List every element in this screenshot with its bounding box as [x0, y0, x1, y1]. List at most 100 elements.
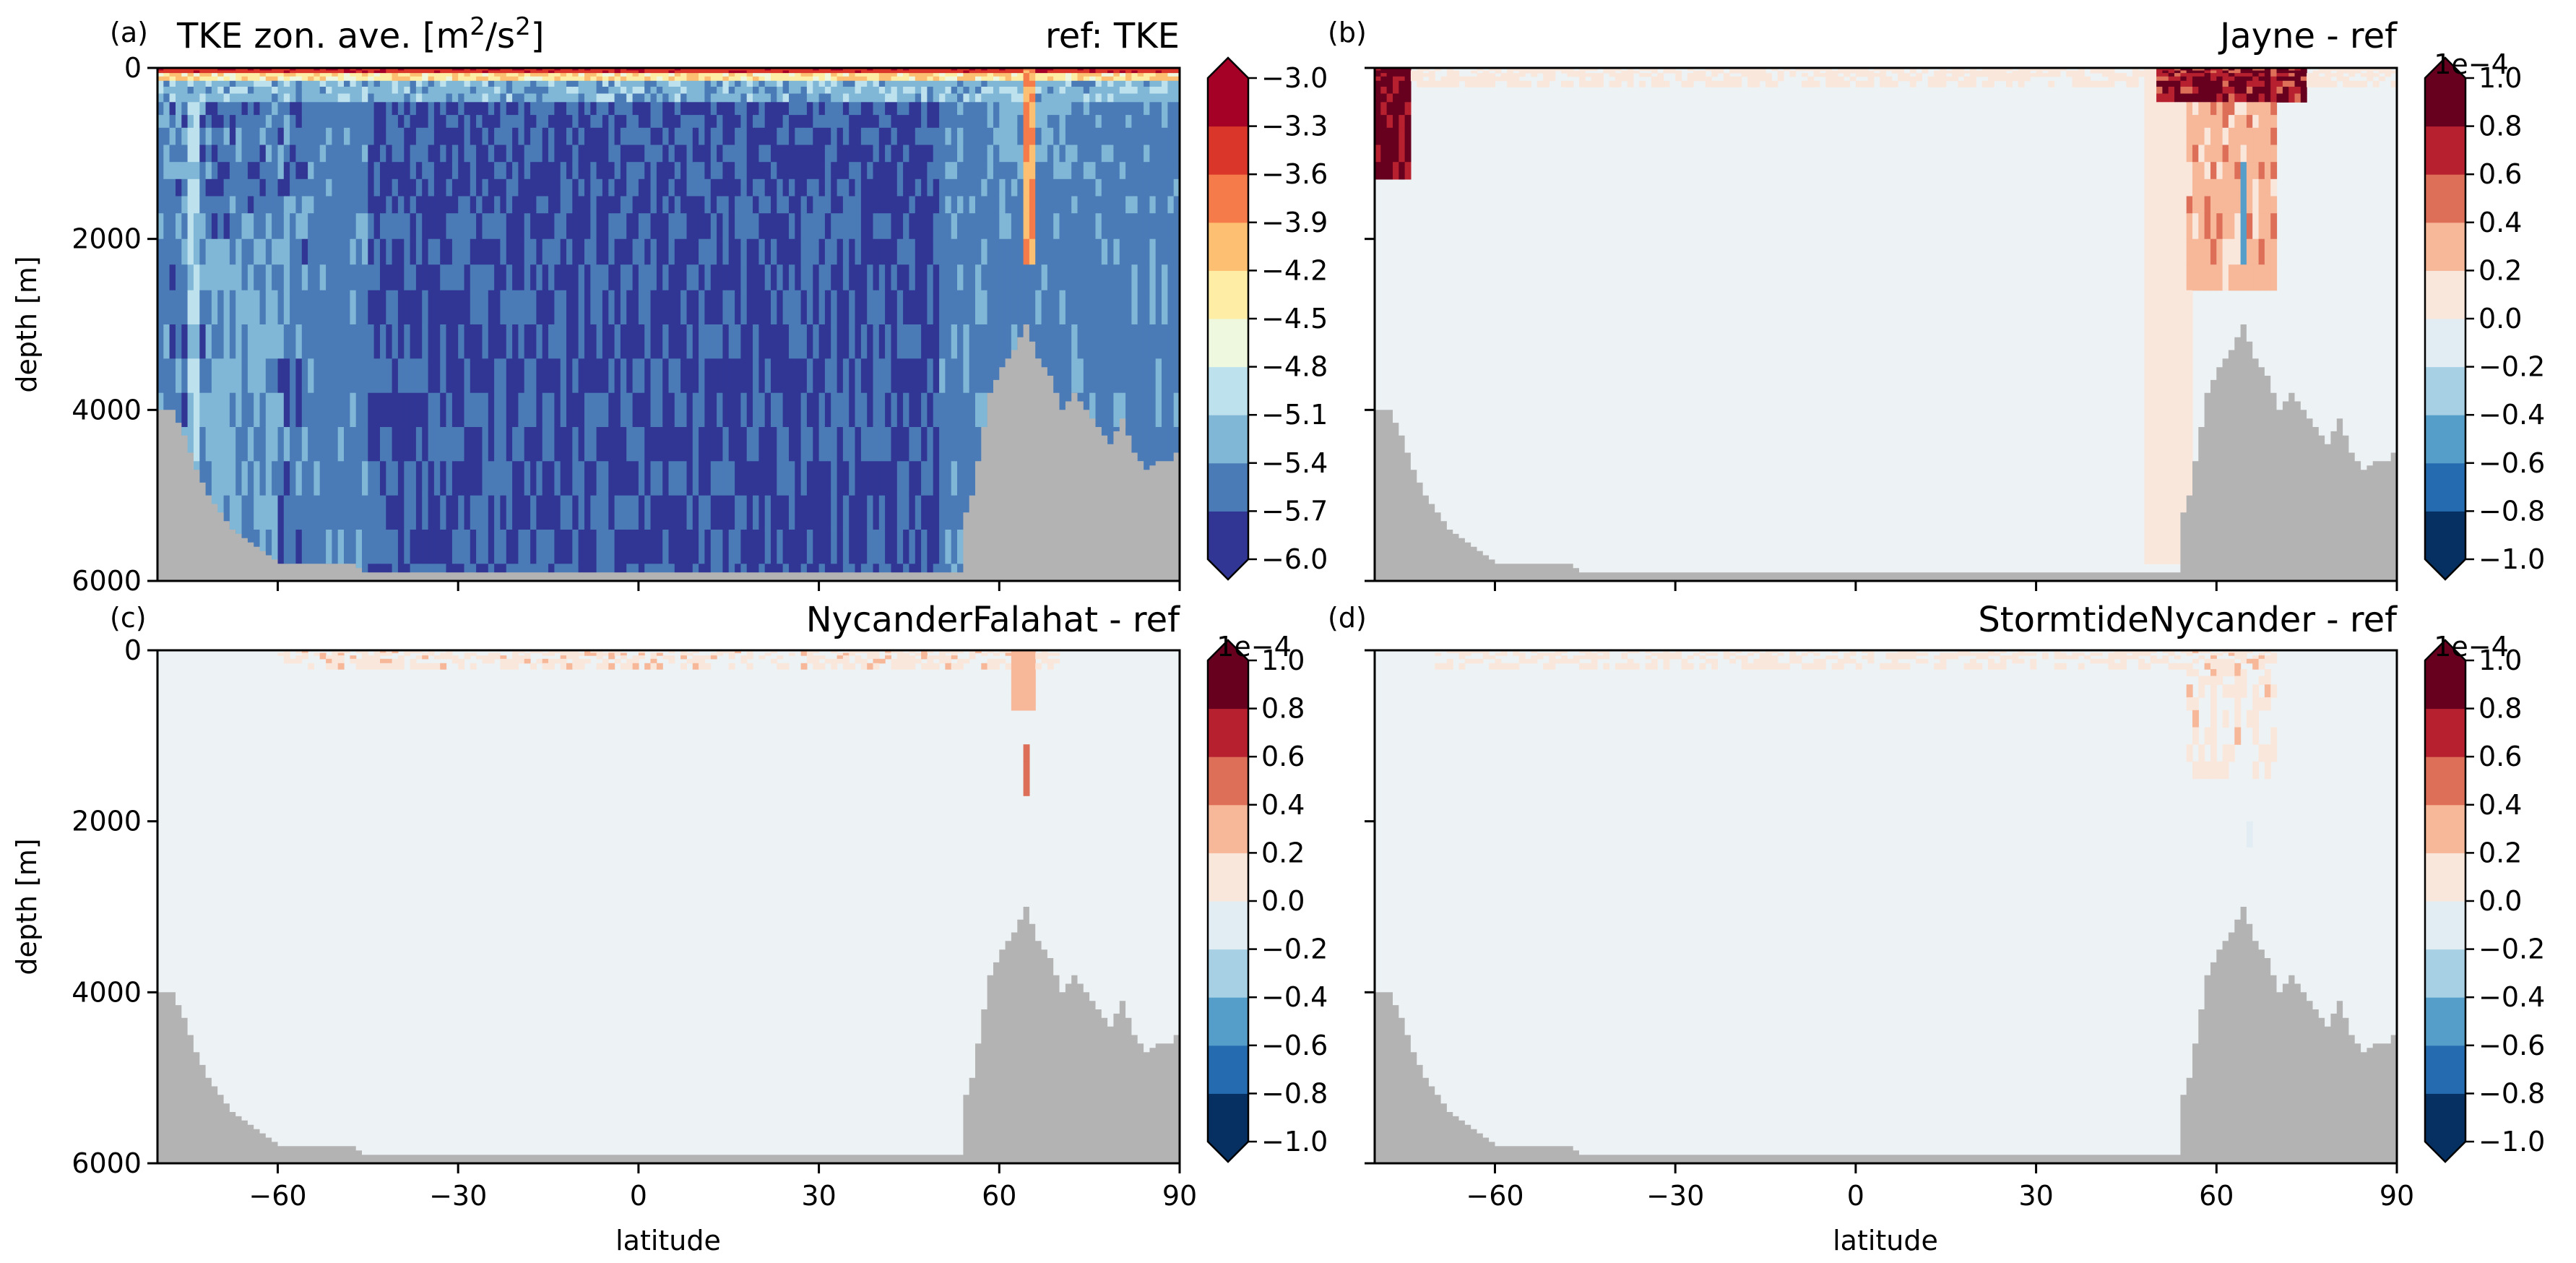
- panel-a-cell: [380, 238, 386, 265]
- panel-a-cell: [1059, 290, 1066, 325]
- panel-a-cell: [488, 358, 495, 394]
- panel-a-cell: [927, 392, 934, 428]
- panel-a-cell: [301, 290, 308, 325]
- panel-b-cell: [1393, 68, 1399, 72]
- panel-a-cell: [674, 68, 681, 72]
- panel-a-cell: [1065, 68, 1072, 72]
- panel-a-cell: [283, 162, 290, 180]
- panel-b-cell: [2150, 162, 2157, 180]
- panel-a-cell: [662, 461, 670, 496]
- panel-a-cell: [993, 93, 1000, 103]
- panel-a-cell: [254, 495, 261, 530]
- panel-a-cell: [223, 127, 230, 146]
- panel-a-cell: [860, 80, 868, 87]
- panel-a-cell: [344, 324, 350, 359]
- panel-a-cell: [482, 70, 489, 74]
- panel-a-cell: [632, 495, 639, 530]
- panel-a-cell: [855, 145, 862, 163]
- panel-a-cell: [921, 73, 928, 77]
- panel-a-cell: [758, 102, 766, 116]
- panel-a-cell: [223, 213, 230, 240]
- panel-a-cell: [620, 70, 627, 74]
- panel-a-cell: [554, 290, 561, 325]
- panel-b-cell: [1609, 68, 1616, 72]
- panel-a-cell: [939, 115, 946, 129]
- panel-a-cell: [187, 178, 194, 197]
- panel-a-cell: [1089, 93, 1096, 103]
- panel-a-cell: [662, 564, 670, 581]
- panel-a-cell: [699, 324, 705, 359]
- panel-a-cell: [692, 87, 699, 95]
- panel-a-cell: [494, 290, 501, 325]
- panel-a-cell: [1047, 87, 1054, 95]
- panel-a-cell: [1095, 80, 1102, 87]
- panel-a-cell: [235, 495, 243, 530]
- panel-a-cell: [993, 358, 1000, 394]
- panel-a-cell: [301, 70, 308, 74]
- panel-a-cell: [674, 264, 681, 291]
- panel-a-cell: [518, 290, 525, 325]
- panel-a-cell: [415, 324, 423, 359]
- panel-a-cell: [181, 80, 189, 87]
- panel-a-cell: [1119, 93, 1126, 103]
- panel-b-cell: [1885, 68, 1893, 72]
- panel-a-cell: [205, 93, 212, 103]
- panel-a-cell: [764, 427, 771, 462]
- panel-a-cell: [362, 70, 368, 74]
- panel-a-cell: [410, 73, 417, 77]
- panel-a-cell: [590, 80, 597, 87]
- panel-a-cell: [1089, 70, 1096, 74]
- panel-a-cell: [614, 70, 621, 74]
- panel-a-cell: [440, 530, 447, 564]
- panel-a-cell: [849, 102, 856, 116]
- panel-a-cell: [746, 213, 753, 240]
- panel-a-cell: [873, 178, 880, 197]
- panel-a-cell: [915, 70, 922, 74]
- panel-a-cell: [806, 264, 813, 291]
- panel-a-cell: [656, 93, 663, 103]
- panel-a-cell: [632, 427, 639, 462]
- panel-a-cell: [849, 70, 856, 74]
- panel-a-cell: [205, 80, 212, 87]
- panel-a-cell: [999, 115, 1006, 129]
- panel-b-cell: [1837, 76, 1844, 82]
- panel-a-cell: [1162, 70, 1168, 74]
- panel-a-cell: [428, 162, 435, 180]
- panel-a-cell: [470, 564, 477, 581]
- panel-b-cell: [1675, 73, 1682, 77]
- panel-a-cell: [927, 102, 934, 116]
- panel-a-cell: [536, 495, 543, 530]
- panel-a-cell: [542, 213, 549, 240]
- panel-a-cell: [554, 238, 561, 265]
- panel-a-cell: [470, 290, 477, 325]
- panel-b-cell: [1399, 145, 1406, 163]
- panel-a-cell: [217, 290, 225, 325]
- panel-a-cell: [1173, 358, 1180, 394]
- panel-a-cell: [1005, 238, 1012, 265]
- panel-b-cell: [2102, 70, 2109, 74]
- panel-a-cell: [572, 87, 579, 95]
- panel-a-cell: [458, 80, 465, 87]
- panel-a-cell: [446, 102, 453, 116]
- panel-a-cell: [662, 68, 670, 72]
- panel-a-cell: [608, 196, 615, 214]
- panel-a-cell: [308, 530, 314, 564]
- panel-a-cell: [458, 564, 465, 581]
- panel-a-cell: [849, 73, 856, 77]
- panel-a-cell: [824, 530, 831, 564]
- panel-a-cell: [1162, 178, 1168, 197]
- panel-a-cell: [668, 238, 675, 265]
- panel-a-cell: [735, 427, 741, 462]
- panel-a-cell: [728, 73, 735, 77]
- panel-a-cell: [596, 73, 603, 77]
- panel-a-cell: [692, 127, 699, 146]
- panel-a-cell: [451, 162, 459, 180]
- panel-a-colorbar-segment: [1208, 78, 1248, 127]
- panel-b-cell: [2006, 73, 2013, 77]
- panel-a-cell: [470, 102, 477, 116]
- panel-b-cell: [1958, 70, 1965, 74]
- panel-a-cell: [878, 68, 886, 72]
- panel-a-cell: [626, 127, 634, 146]
- panel-b-cell: [2078, 80, 2085, 87]
- panel-a-cell: [680, 264, 687, 291]
